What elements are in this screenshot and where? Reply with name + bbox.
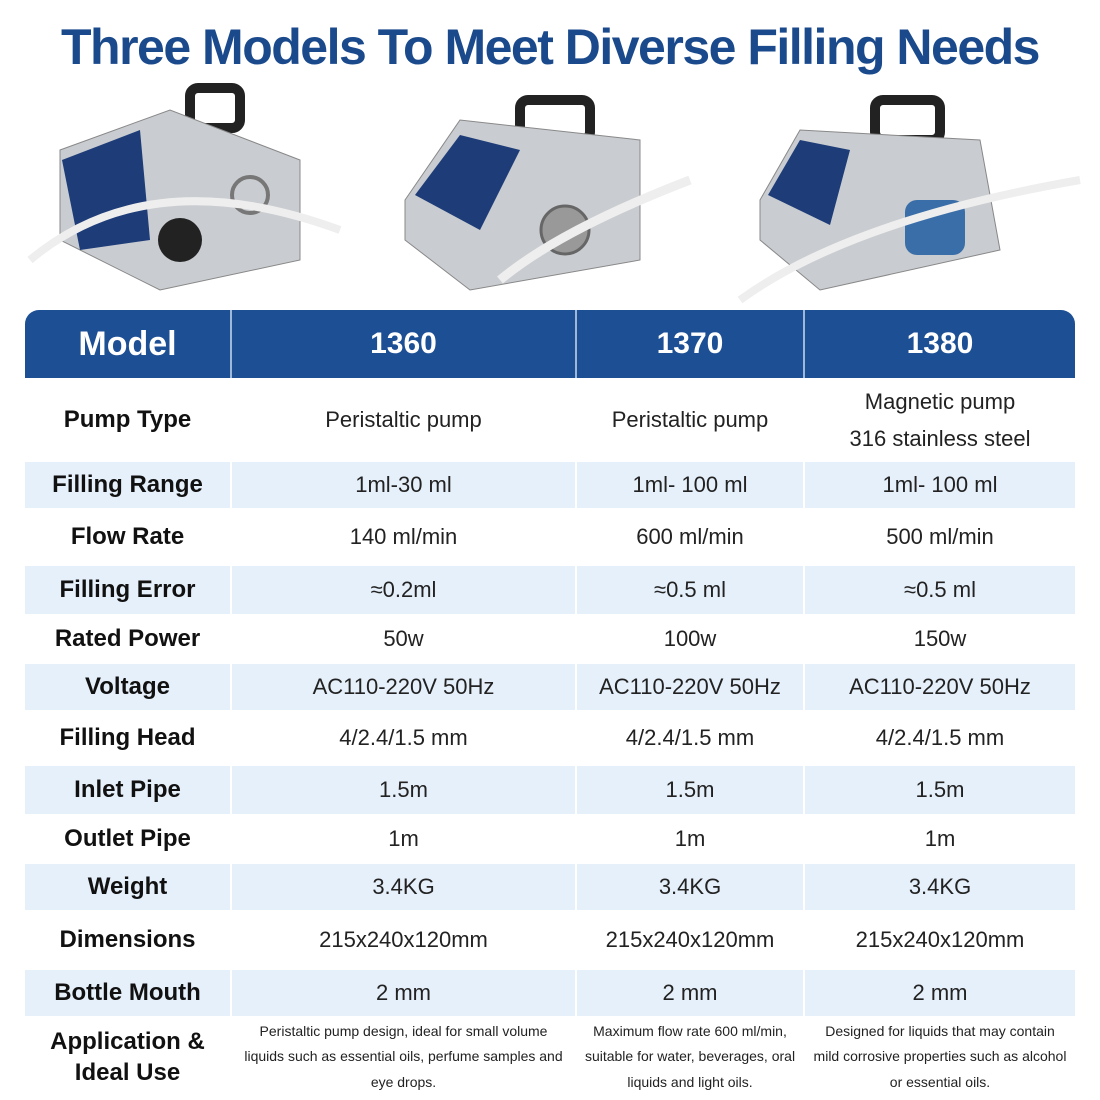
row-shade [805,566,1075,614]
header-bar [25,310,1075,378]
row-shade [25,566,230,614]
machine-1370 [404,95,692,291]
spec-value: 1m [674,826,706,852]
spec-value: 3.4KG [908,874,972,900]
spec-value: 1.5m [915,777,965,803]
spec-value: 4/2.4/1.5 mm [339,725,468,751]
spec-value: ≈0.5 ml [904,577,976,603]
row-shade [25,864,230,910]
row-label: Application & Ideal Use [50,1027,205,1086]
spec-value: AC110-220V 50Hz [599,674,781,700]
machine-1360 [27,83,342,291]
spec-value: 1ml- 100 ml [882,472,998,498]
row-label: Inlet Pipe [74,776,181,804]
column-header: 1380 [906,327,974,360]
spec-value: 2 mm [376,980,431,1006]
spec-value: 3.4KG [372,874,435,900]
row-shade [577,766,803,814]
spec-value: 215x240x120mm [855,927,1025,953]
spec-value: ≈0.2ml [370,577,437,603]
row-shade [805,462,1075,508]
row-label: Flow Rate [70,523,185,551]
row-shade [25,766,230,814]
header-divider [230,310,232,378]
spec-value: AC110-220V 50Hz [312,674,495,700]
spec-value: 4/2.4/1.5 mm [875,725,1005,751]
row-shade [805,664,1075,710]
spec-value: 1.5m [379,777,428,803]
spec-value: 4/2.4/1.5 mm [625,725,755,751]
column-header: 1370 [656,327,724,360]
row-shade [577,462,803,508]
machine-1380 [737,95,1081,304]
row-shade [577,970,803,1016]
row-shade [232,664,575,710]
row-label: Outlet Pipe [64,825,191,853]
spec-value: 2 mm [662,980,718,1006]
row-shade [25,664,230,710]
row-label: Filling Range [52,471,203,499]
row-label: Filling Head [59,724,196,752]
row-label: Bottle Mouth [54,979,201,1007]
spec-value: 215x240x120mm [605,927,775,953]
spec-value: Magnetic pump 316 stainless steel [849,388,1031,451]
header-divider [575,310,577,378]
spec-value: 100w [663,626,717,652]
header-divider [803,310,805,378]
row-shade [232,566,575,614]
row-label: Voltage [85,673,170,701]
row-shade [232,864,575,910]
spec-value: 1m [924,826,956,852]
spec-value: 215x240x120mm [319,927,488,953]
row-shade [577,864,803,910]
spec-value: 140 ml/min [349,524,458,550]
row-label: Rated Power [54,625,201,653]
row-label: Pump Type [63,406,192,434]
spec-value: 500 ml/min [886,524,994,550]
spec-value: 1.5m [665,777,715,803]
spec-value: 1ml- 100 ml [632,472,748,498]
spec-value: Peristaltic pump [611,407,769,433]
row-shade [805,864,1075,910]
row-shade [232,766,575,814]
row-label: Filling Error [59,576,196,604]
title: Three Models To Meet Diverse Filling Nee… [61,19,1041,75]
spec-value: 1m [388,826,419,852]
spec-value: 150w [913,626,967,652]
row-shade [232,462,575,508]
row-shade [577,664,803,710]
row-shade [25,462,230,508]
row-label: Weight [87,873,168,901]
spec-value: 2 mm [912,980,968,1006]
row-shade [232,970,575,1016]
column-header: Model [78,324,177,363]
spec-value: 1ml-30 ml [355,472,452,498]
spec-value: Peristaltic pump [325,407,482,433]
spec-value: ≈0.5 ml [654,577,726,603]
spec-value: 600 ml/min [636,524,744,550]
spec-value: AC110-220V 50Hz [849,674,1031,700]
row-shade [577,566,803,614]
spec-value: Peristaltic pump design, ideal for small… [244,1023,563,1090]
spec-value: Designed for liquids that may contain mi… [813,1023,1067,1090]
row-shade [25,970,230,1016]
product-images [27,83,1081,304]
row-label: Dimensions [59,926,196,954]
row-shade [805,766,1075,814]
spec-value: Maximum flow rate 600 ml/min, suitable f… [584,1023,796,1090]
spec-value: 3.4KG [658,874,722,900]
row-shade [805,970,1075,1016]
spec-value: 50w [383,626,424,652]
column-header: 1360 [370,327,437,360]
